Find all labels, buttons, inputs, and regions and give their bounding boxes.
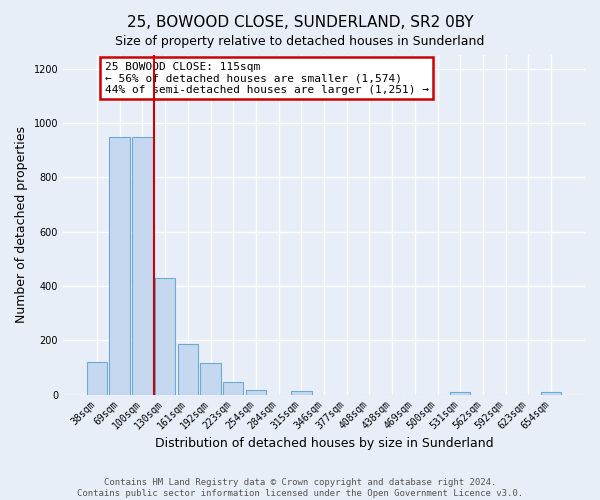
Bar: [245, 390, 266, 394]
X-axis label: Distribution of detached houses by size in Sunderland: Distribution of detached houses by size …: [155, 437, 493, 450]
Bar: [291, 390, 311, 394]
Text: 25 BOWOOD CLOSE: 115sqm
← 56% of detached houses are smaller (1,574)
44% of semi: 25 BOWOOD CLOSE: 115sqm ← 56% of detache…: [105, 62, 429, 95]
Text: Contains HM Land Registry data © Crown copyright and database right 2024.
Contai: Contains HM Land Registry data © Crown c…: [77, 478, 523, 498]
Text: Size of property relative to detached houses in Sunderland: Size of property relative to detached ho…: [115, 35, 485, 48]
Y-axis label: Number of detached properties: Number of detached properties: [15, 126, 28, 324]
Bar: [155, 278, 175, 394]
Bar: [87, 362, 107, 394]
Bar: [223, 382, 244, 394]
Bar: [200, 364, 221, 394]
Bar: [178, 344, 198, 395]
Bar: [450, 392, 470, 394]
Bar: [132, 136, 152, 394]
Text: 25, BOWOOD CLOSE, SUNDERLAND, SR2 0BY: 25, BOWOOD CLOSE, SUNDERLAND, SR2 0BY: [127, 15, 473, 30]
Bar: [541, 392, 561, 394]
Bar: [109, 136, 130, 394]
